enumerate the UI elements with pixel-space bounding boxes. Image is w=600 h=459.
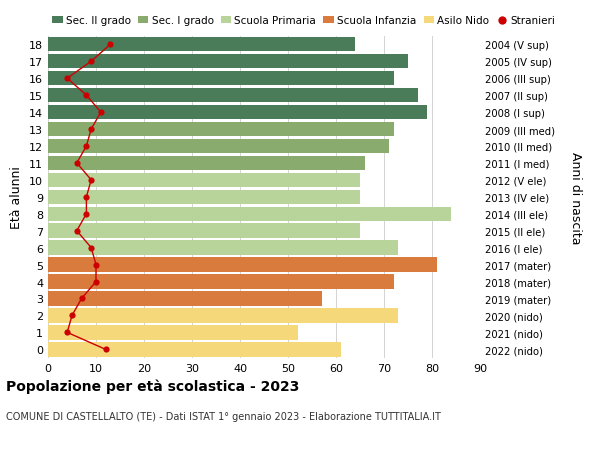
Point bbox=[72, 228, 82, 235]
Point bbox=[82, 143, 91, 150]
Bar bbox=[48, 72, 394, 86]
Point bbox=[67, 312, 77, 319]
Bar bbox=[48, 258, 437, 272]
Bar bbox=[48, 190, 360, 205]
Y-axis label: Età alunni: Età alunni bbox=[10, 166, 23, 229]
Point bbox=[86, 177, 96, 184]
Point bbox=[106, 41, 115, 49]
Bar bbox=[48, 325, 298, 340]
Text: Popolazione per età scolastica - 2023: Popolazione per età scolastica - 2023 bbox=[6, 379, 299, 393]
Bar bbox=[48, 140, 389, 154]
Bar bbox=[48, 157, 365, 171]
Point bbox=[72, 160, 82, 167]
Bar bbox=[48, 55, 408, 69]
Bar bbox=[48, 275, 394, 289]
Point bbox=[82, 211, 91, 218]
Bar bbox=[48, 38, 355, 52]
Point bbox=[91, 261, 101, 269]
Point bbox=[86, 245, 96, 252]
Bar bbox=[48, 241, 398, 255]
Legend: Sec. II grado, Sec. I grado, Scuola Primaria, Scuola Infanzia, Asilo Nido, Stran: Sec. II grado, Sec. I grado, Scuola Prim… bbox=[48, 12, 559, 30]
Point bbox=[62, 329, 72, 336]
Text: COMUNE DI CASTELLALTO (TE) - Dati ISTAT 1° gennaio 2023 - Elaborazione TUTTITALI: COMUNE DI CASTELLALTO (TE) - Dati ISTAT … bbox=[6, 411, 441, 421]
Point bbox=[62, 75, 72, 83]
Bar bbox=[48, 224, 360, 238]
Bar bbox=[48, 342, 341, 357]
Point bbox=[82, 194, 91, 201]
Point bbox=[82, 92, 91, 100]
Point bbox=[91, 278, 101, 285]
Y-axis label: Anni di nascita: Anni di nascita bbox=[569, 151, 582, 244]
Bar bbox=[48, 207, 451, 221]
Point bbox=[96, 109, 106, 117]
Bar bbox=[48, 291, 322, 306]
Point bbox=[86, 126, 96, 134]
Bar bbox=[48, 308, 398, 323]
Point bbox=[86, 58, 96, 66]
Bar bbox=[48, 173, 360, 188]
Bar bbox=[48, 89, 418, 103]
Point bbox=[101, 346, 110, 353]
Point bbox=[77, 295, 86, 302]
Bar bbox=[48, 106, 427, 120]
Bar bbox=[48, 123, 394, 137]
